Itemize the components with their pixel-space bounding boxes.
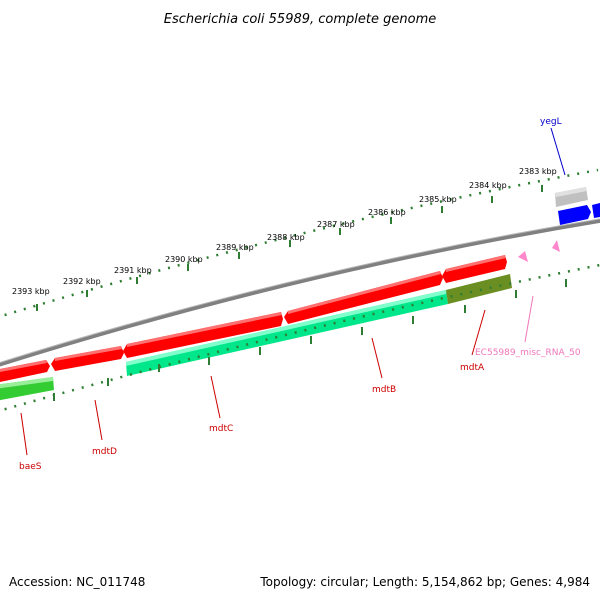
grey-gene-highlight <box>555 187 587 197</box>
gene-labels: baeS mdtD mdtC mdtB mdtA EC55989_misc_RN… <box>19 117 581 472</box>
tick-label: 2391 kbp <box>114 266 152 275</box>
tick-label: 2389 kbp <box>216 243 254 252</box>
mdtA-reverse-gene[interactable] <box>446 274 512 304</box>
gene-highlight <box>288 271 441 314</box>
yegL-gene[interactable] <box>558 205 591 225</box>
genome-backbone <box>0 218 600 367</box>
yegL-leader <box>550 127 566 176</box>
mdtA-label: mdtA <box>460 363 485 373</box>
tick-label: 2390 kbp <box>165 255 203 264</box>
mdtA-gene[interactable] <box>442 255 507 283</box>
backbone-highlight <box>0 218 600 363</box>
gene-highlight <box>0 377 53 389</box>
mdtB-gene[interactable] <box>284 271 443 324</box>
tick-label: 2393 kbp <box>12 287 50 296</box>
mdtD-label: mdtD <box>92 447 117 457</box>
tick-label: 2385 kbp <box>419 195 457 204</box>
baeS-leader <box>20 412 28 456</box>
tick-label: 2388 kbp <box>267 233 305 242</box>
mdtC-gene[interactable] <box>123 312 283 358</box>
mdtB-label: mdtB <box>372 385 396 395</box>
forward-strand-genes <box>0 255 507 383</box>
inner-major-ticks <box>53 279 567 401</box>
genome-summary-text: Topology: circular; Length: 5,154,862 bp… <box>259 575 590 589</box>
outer-major-ticks <box>36 185 543 311</box>
yegL-label: yegL <box>540 117 562 127</box>
reverse-strand-genes <box>0 274 512 401</box>
mdtC-label: mdtC <box>209 424 233 434</box>
map-title: Escherichia coli 55989, complete genome <box>164 12 436 27</box>
mdtD-leader <box>94 399 103 441</box>
baeS-label: baeS <box>19 462 42 472</box>
tick-label: 2392 kbp <box>63 277 101 286</box>
tick-label: 2387 kbp <box>317 220 355 229</box>
mdtB-leader <box>371 337 383 379</box>
misc-rna-marker[interactable] <box>518 251 528 262</box>
misc-rna-marker-2[interactable] <box>552 240 560 252</box>
gene-highlight <box>127 312 282 347</box>
misc-rna-label: EC55989_misc_RNA_50 <box>475 348 581 358</box>
outer-tick-dots <box>0 168 599 318</box>
gene-highlight <box>55 346 122 361</box>
gene-highlight <box>0 360 47 373</box>
yegL-region <box>555 187 600 225</box>
tick-label: 2383 kbp <box>519 167 557 176</box>
leader-lines <box>20 127 566 456</box>
tick-label: 2386 kbp <box>368 208 406 217</box>
baeS-forward-gene[interactable] <box>0 360 50 383</box>
gene-highlight <box>126 290 446 366</box>
accession-text: Accession: NC_011748 <box>9 575 145 589</box>
mdtD-gene[interactable] <box>51 346 124 371</box>
inner-tick-ring <box>0 263 600 412</box>
tick-label: 2384 kbp <box>469 181 507 190</box>
blue-gene-2[interactable] <box>592 203 600 218</box>
gene-highlight <box>446 255 506 272</box>
outer-tick-ring <box>0 168 599 318</box>
mdtC-leader <box>210 375 221 419</box>
tick-labels: 2393 kbp 2392 kbp 2391 kbp 2390 kbp 2389… <box>12 167 557 296</box>
mdtA-leader <box>471 309 486 356</box>
misc-rna-leader <box>524 295 534 343</box>
